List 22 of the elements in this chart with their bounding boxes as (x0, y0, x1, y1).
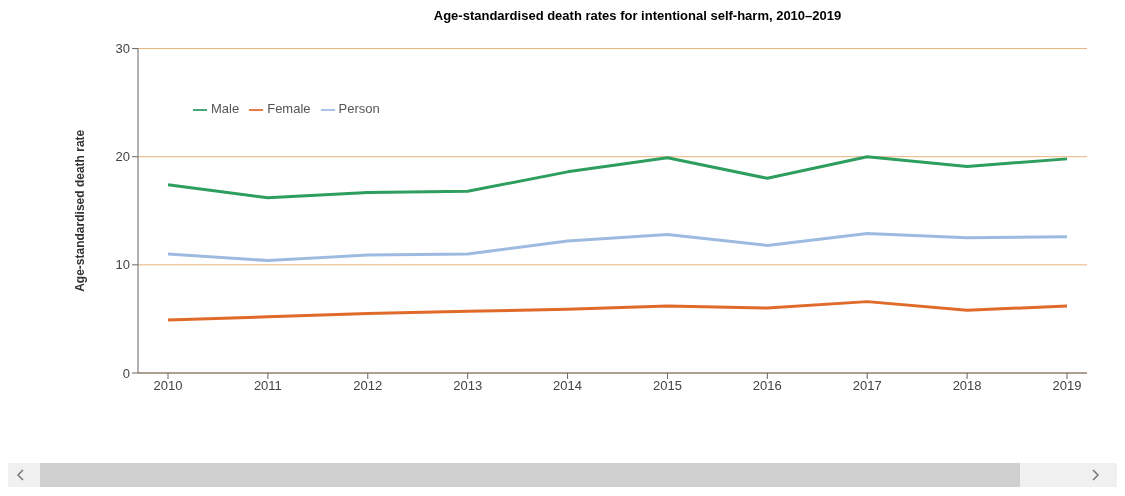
y-tick-label: 20 (115, 149, 130, 165)
line-series (166, 155, 1069, 200)
y-axis-title: Age-standardised death rate (73, 129, 88, 292)
line-series (166, 231, 1069, 263)
x-tick-label: 2017 (852, 378, 882, 394)
x-tick-label: 2019 (1052, 378, 1082, 394)
x-tick-label: 2016 (752, 378, 782, 394)
x-tick-label: 2018 (952, 378, 982, 394)
x-tick-label: 2010 (153, 378, 183, 394)
x-tick-label: 2012 (353, 378, 383, 394)
x-tick-label: 2011 (253, 378, 282, 394)
x-tick-label: 2014 (553, 378, 583, 394)
chart-title: Age-standardised death rates for intentional self-harm, 2010–2019 (432, 8, 843, 23)
legend-label: Person (338, 101, 380, 116)
legend-label: Male (211, 101, 240, 116)
line-series (166, 300, 1069, 322)
y-tick-label: 10 (115, 257, 130, 273)
y-tick-label: 0 (122, 365, 130, 381)
legend-label: Female (267, 101, 311, 116)
x-tick-label: 2013 (453, 378, 483, 394)
x-tick-label: 2015 (652, 378, 682, 394)
y-tick-label: 30 (115, 41, 130, 57)
